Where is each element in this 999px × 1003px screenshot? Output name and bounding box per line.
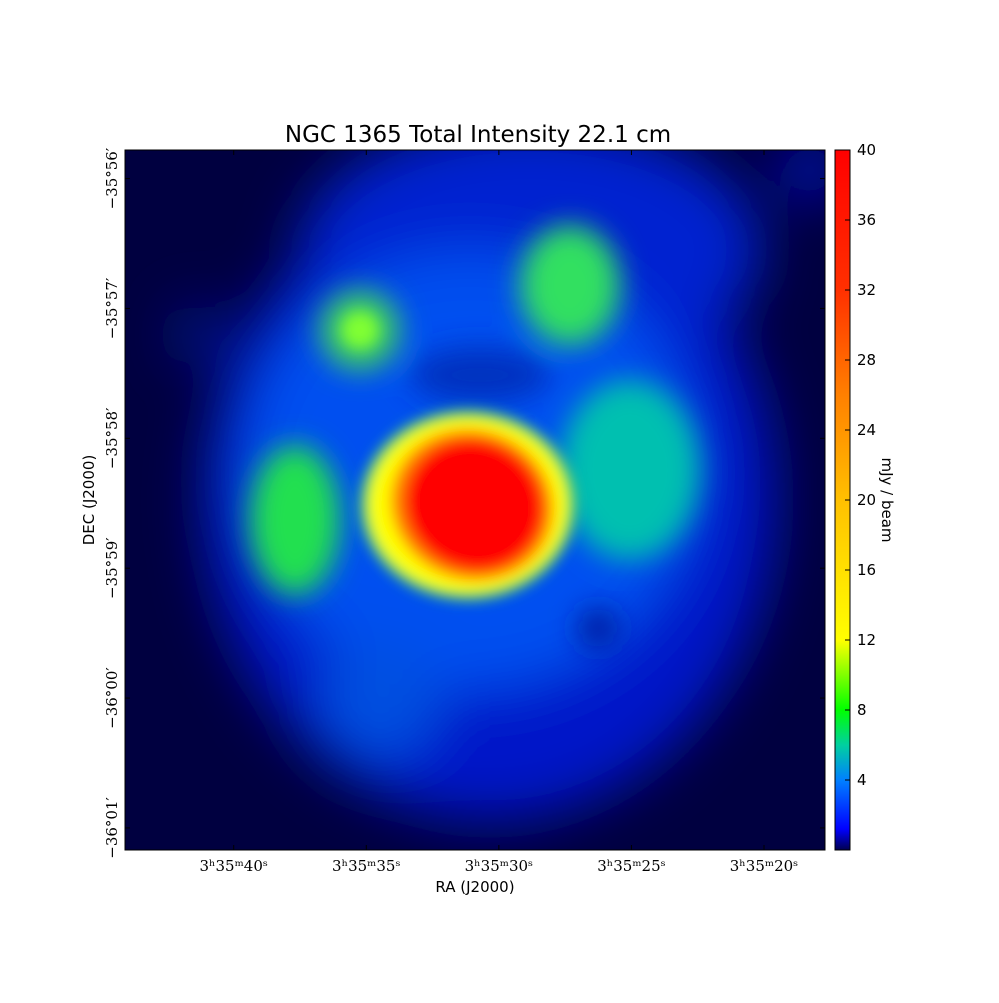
x-tick-label: 3ʰ35ᵐ30ˢ [465, 857, 533, 875]
intensity-map [125, 150, 825, 850]
y-tick-label: −35°58′ [103, 407, 121, 469]
colorbar-tick-label: 8 [857, 701, 867, 719]
x-tick-label: 3ʰ35ᵐ35ˢ [332, 857, 400, 875]
y-tick-label: −35°59′ [103, 537, 121, 599]
colorbar-tick-label: 32 [857, 281, 876, 299]
colorbar-label: mJy / beam [878, 457, 896, 542]
y-tick-label: −36°00′ [103, 667, 121, 729]
x-axis-label: RA (J2000) [435, 878, 514, 896]
plot-frame [124, 149, 826, 851]
x-tick-label: 3ʰ35ᵐ25ˢ [597, 857, 665, 875]
y-tick-label: −35°56′ [103, 147, 121, 209]
y-tick-label: −36°01′ [103, 797, 121, 859]
colorbar-tick-label: 4 [857, 771, 867, 789]
colorbar-tick-label: 40 [857, 141, 876, 159]
colorbar-tick-label: 24 [857, 421, 876, 439]
chart-title: NGC 1365 Total Intensity 22.1 cm [285, 122, 671, 148]
colorbar-tick-label: 20 [857, 491, 876, 509]
colorbar-tick-label: 16 [857, 561, 876, 579]
x-tick-label: 3ʰ35ᵐ40ˢ [199, 857, 267, 875]
y-tick-label: −35°57′ [103, 277, 121, 339]
y-axis-label: DEC (J2000) [80, 455, 98, 546]
x-tick-label: 3ʰ35ᵐ20ˢ [730, 857, 798, 875]
colorbar-tick-label: 28 [857, 351, 876, 369]
colorbar-tick-label: 36 [857, 211, 876, 229]
colorbar-tick-label: 12 [857, 631, 876, 649]
